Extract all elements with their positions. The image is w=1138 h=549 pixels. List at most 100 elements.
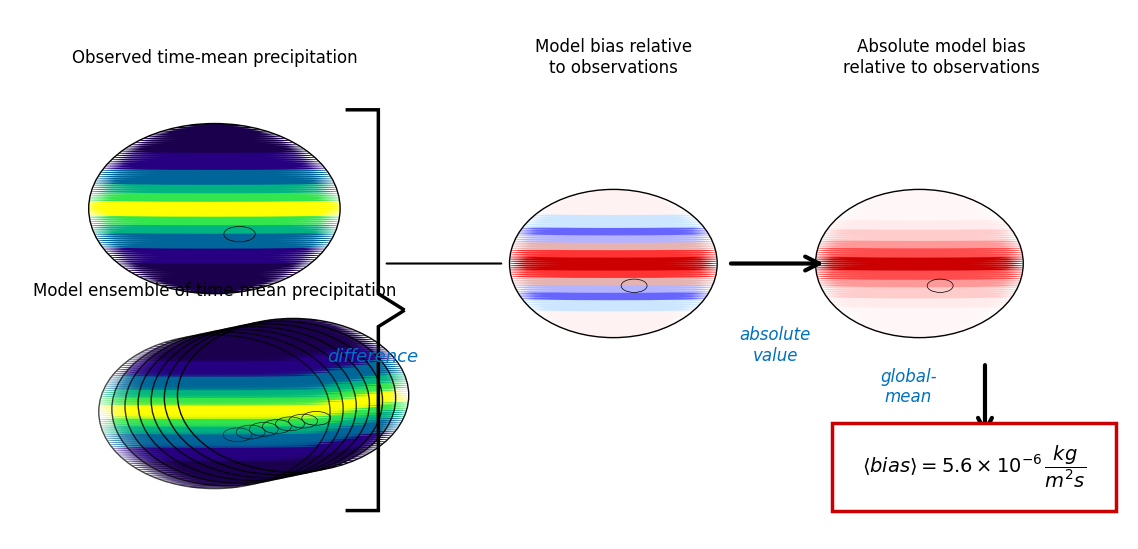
Ellipse shape: [834, 220, 1005, 222]
Ellipse shape: [568, 195, 659, 198]
Ellipse shape: [166, 128, 262, 132]
Ellipse shape: [833, 221, 1006, 224]
Ellipse shape: [119, 366, 310, 369]
Ellipse shape: [117, 430, 338, 434]
Ellipse shape: [112, 404, 343, 407]
Ellipse shape: [190, 445, 370, 447]
Ellipse shape: [138, 406, 369, 409]
Ellipse shape: [197, 351, 389, 355]
Ellipse shape: [102, 169, 327, 172]
Ellipse shape: [211, 335, 349, 338]
Ellipse shape: [189, 466, 319, 468]
Ellipse shape: [181, 462, 327, 464]
Ellipse shape: [215, 480, 266, 483]
Text: $\langle \mathit{bias} \rangle = 5.6 \times 10^{-6}\,\dfrac{kg}{m^2s}$: $\langle \mathit{bias} \rangle = 5.6 \ti…: [861, 444, 1086, 490]
Ellipse shape: [99, 402, 330, 406]
Ellipse shape: [145, 427, 363, 430]
Ellipse shape: [816, 262, 1023, 265]
Ellipse shape: [154, 440, 354, 444]
Ellipse shape: [591, 334, 636, 337]
Ellipse shape: [165, 404, 395, 407]
Ellipse shape: [155, 380, 379, 383]
Ellipse shape: [171, 348, 337, 351]
Ellipse shape: [125, 407, 356, 410]
Ellipse shape: [183, 337, 272, 339]
Ellipse shape: [122, 265, 307, 268]
Ellipse shape: [178, 390, 409, 393]
Ellipse shape: [116, 154, 313, 157]
Ellipse shape: [131, 380, 351, 383]
Ellipse shape: [887, 333, 951, 335]
Ellipse shape: [184, 338, 297, 340]
Ellipse shape: [138, 400, 370, 403]
Ellipse shape: [125, 403, 356, 406]
Ellipse shape: [510, 260, 717, 263]
Ellipse shape: [140, 457, 315, 461]
Ellipse shape: [113, 413, 343, 416]
Ellipse shape: [897, 190, 942, 193]
Ellipse shape: [143, 425, 364, 428]
Ellipse shape: [101, 395, 328, 398]
Ellipse shape: [160, 461, 320, 463]
Ellipse shape: [102, 245, 327, 249]
Ellipse shape: [182, 415, 404, 418]
Ellipse shape: [182, 356, 379, 359]
Ellipse shape: [205, 444, 381, 447]
Ellipse shape: [126, 371, 329, 374]
Ellipse shape: [897, 334, 942, 337]
Ellipse shape: [176, 431, 384, 434]
Ellipse shape: [107, 382, 322, 384]
Ellipse shape: [198, 461, 336, 464]
Text: Model ensemble of time-mean precipitation: Model ensemble of time-mean precipitatio…: [33, 282, 396, 300]
Ellipse shape: [817, 251, 1022, 254]
Ellipse shape: [126, 414, 355, 417]
Ellipse shape: [830, 299, 1009, 302]
Ellipse shape: [200, 341, 360, 344]
Ellipse shape: [151, 405, 382, 408]
Ellipse shape: [232, 459, 354, 462]
Ellipse shape: [178, 401, 409, 405]
Ellipse shape: [143, 379, 364, 382]
Ellipse shape: [232, 328, 354, 332]
Ellipse shape: [113, 447, 316, 450]
Ellipse shape: [124, 362, 305, 365]
Ellipse shape: [100, 401, 329, 404]
Ellipse shape: [143, 137, 286, 140]
Ellipse shape: [121, 379, 335, 382]
Ellipse shape: [99, 418, 330, 421]
Ellipse shape: [121, 436, 335, 439]
Ellipse shape: [535, 310, 692, 313]
Ellipse shape: [157, 422, 377, 425]
Ellipse shape: [168, 416, 391, 419]
Ellipse shape: [818, 277, 1021, 280]
Ellipse shape: [142, 383, 365, 386]
Ellipse shape: [105, 435, 324, 438]
Ellipse shape: [187, 424, 399, 428]
Ellipse shape: [195, 345, 365, 348]
Ellipse shape: [839, 309, 1000, 311]
Ellipse shape: [133, 434, 348, 436]
Ellipse shape: [123, 375, 332, 378]
Ellipse shape: [129, 385, 353, 389]
Ellipse shape: [126, 393, 355, 396]
Ellipse shape: [195, 434, 391, 437]
Ellipse shape: [510, 255, 717, 257]
Ellipse shape: [125, 401, 356, 404]
Ellipse shape: [551, 203, 676, 206]
Ellipse shape: [167, 438, 368, 441]
Ellipse shape: [831, 301, 1008, 304]
Ellipse shape: [528, 220, 699, 222]
Ellipse shape: [163, 471, 292, 474]
Ellipse shape: [89, 211, 340, 215]
Ellipse shape: [547, 320, 679, 322]
Ellipse shape: [168, 454, 339, 457]
Ellipse shape: [851, 206, 988, 209]
Ellipse shape: [525, 223, 702, 226]
Ellipse shape: [112, 158, 318, 161]
Ellipse shape: [141, 470, 288, 473]
Ellipse shape: [100, 424, 328, 427]
Ellipse shape: [145, 447, 337, 450]
Ellipse shape: [182, 348, 352, 350]
Ellipse shape: [175, 429, 385, 432]
Ellipse shape: [190, 359, 396, 362]
